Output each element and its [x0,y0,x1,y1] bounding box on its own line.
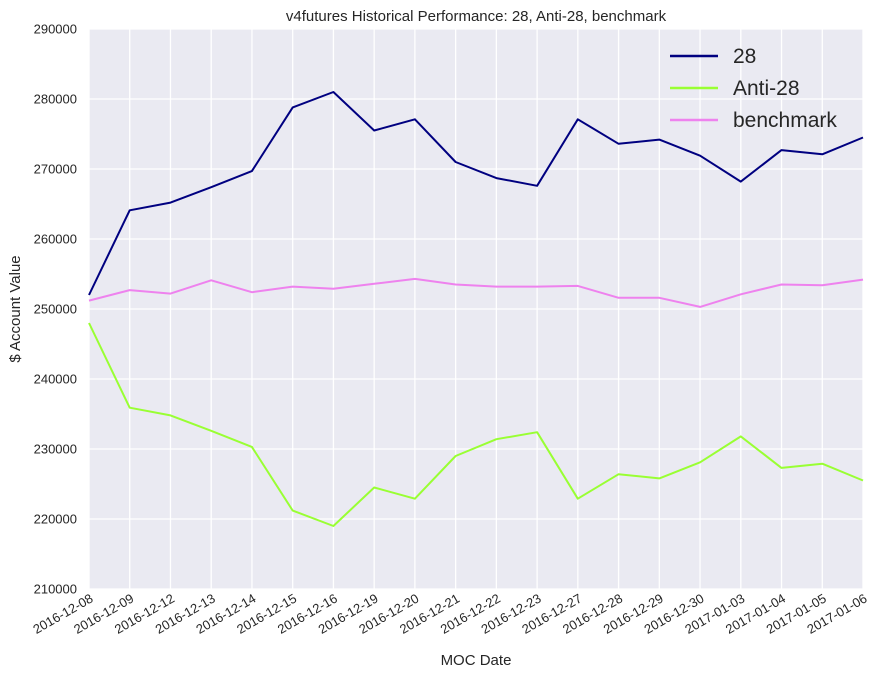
y-tick-label: 250000 [34,302,77,317]
grid-lines [88,28,864,590]
y-tick-label: 240000 [34,372,77,387]
chart-title: v4futures Historical Performance: 28, An… [286,8,667,25]
legend-label: 28 [733,45,756,68]
y-tick-label: 290000 [34,22,77,37]
x-axis-title: MOC Date [441,652,512,669]
y-tick-label: 230000 [34,442,77,457]
legend-label: Anti-28 [733,77,800,100]
series-line-benchmark [88,277,864,308]
series-line-anti-28 [88,322,864,527]
x-axis-ticks: 2016-12-082016-12-092016-12-122016-12-13… [30,591,869,637]
y-tick-label: 210000 [34,582,77,597]
y-axis-ticks: 210000 220000 230000 240000 250000 260000 2700… [34,22,77,597]
y-axis-title: $ Account Value [7,255,24,362]
series-lines [88,91,864,527]
legend-label: benchmark [733,109,837,132]
y-tick-label: 280000 [34,92,77,107]
y-tick-label: 270000 [34,162,77,177]
legend: 28 Anti-28 benchmark [670,45,837,132]
y-tick-label: 260000 [34,232,77,247]
series-line-28 [88,91,864,296]
y-tick-label: 220000 [34,512,77,527]
